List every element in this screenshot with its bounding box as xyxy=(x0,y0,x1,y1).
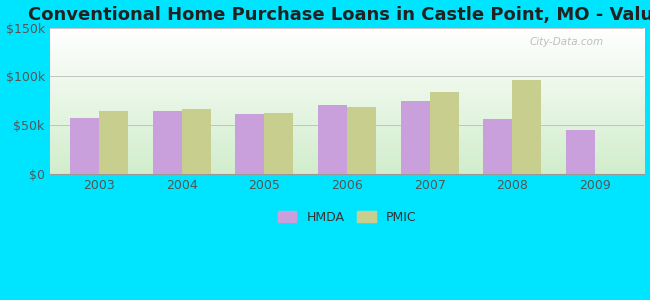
Bar xyxy=(566,130,595,174)
Legend: HMDA, PMIC: HMDA, PMIC xyxy=(273,206,421,229)
Bar xyxy=(70,118,99,174)
Bar xyxy=(235,114,265,174)
Bar xyxy=(265,113,293,174)
Bar xyxy=(99,112,128,174)
Text: City-Data.com: City-Data.com xyxy=(530,38,604,47)
Bar xyxy=(484,119,512,174)
Bar xyxy=(182,109,211,174)
Title: Conventional Home Purchase Loans in Castle Point, MO - Value: Conventional Home Purchase Loans in Cast… xyxy=(28,6,650,24)
Bar xyxy=(153,112,182,174)
Bar xyxy=(400,101,430,174)
Bar xyxy=(318,105,347,174)
Bar xyxy=(512,80,541,174)
Bar xyxy=(430,92,458,174)
Bar xyxy=(347,106,376,174)
